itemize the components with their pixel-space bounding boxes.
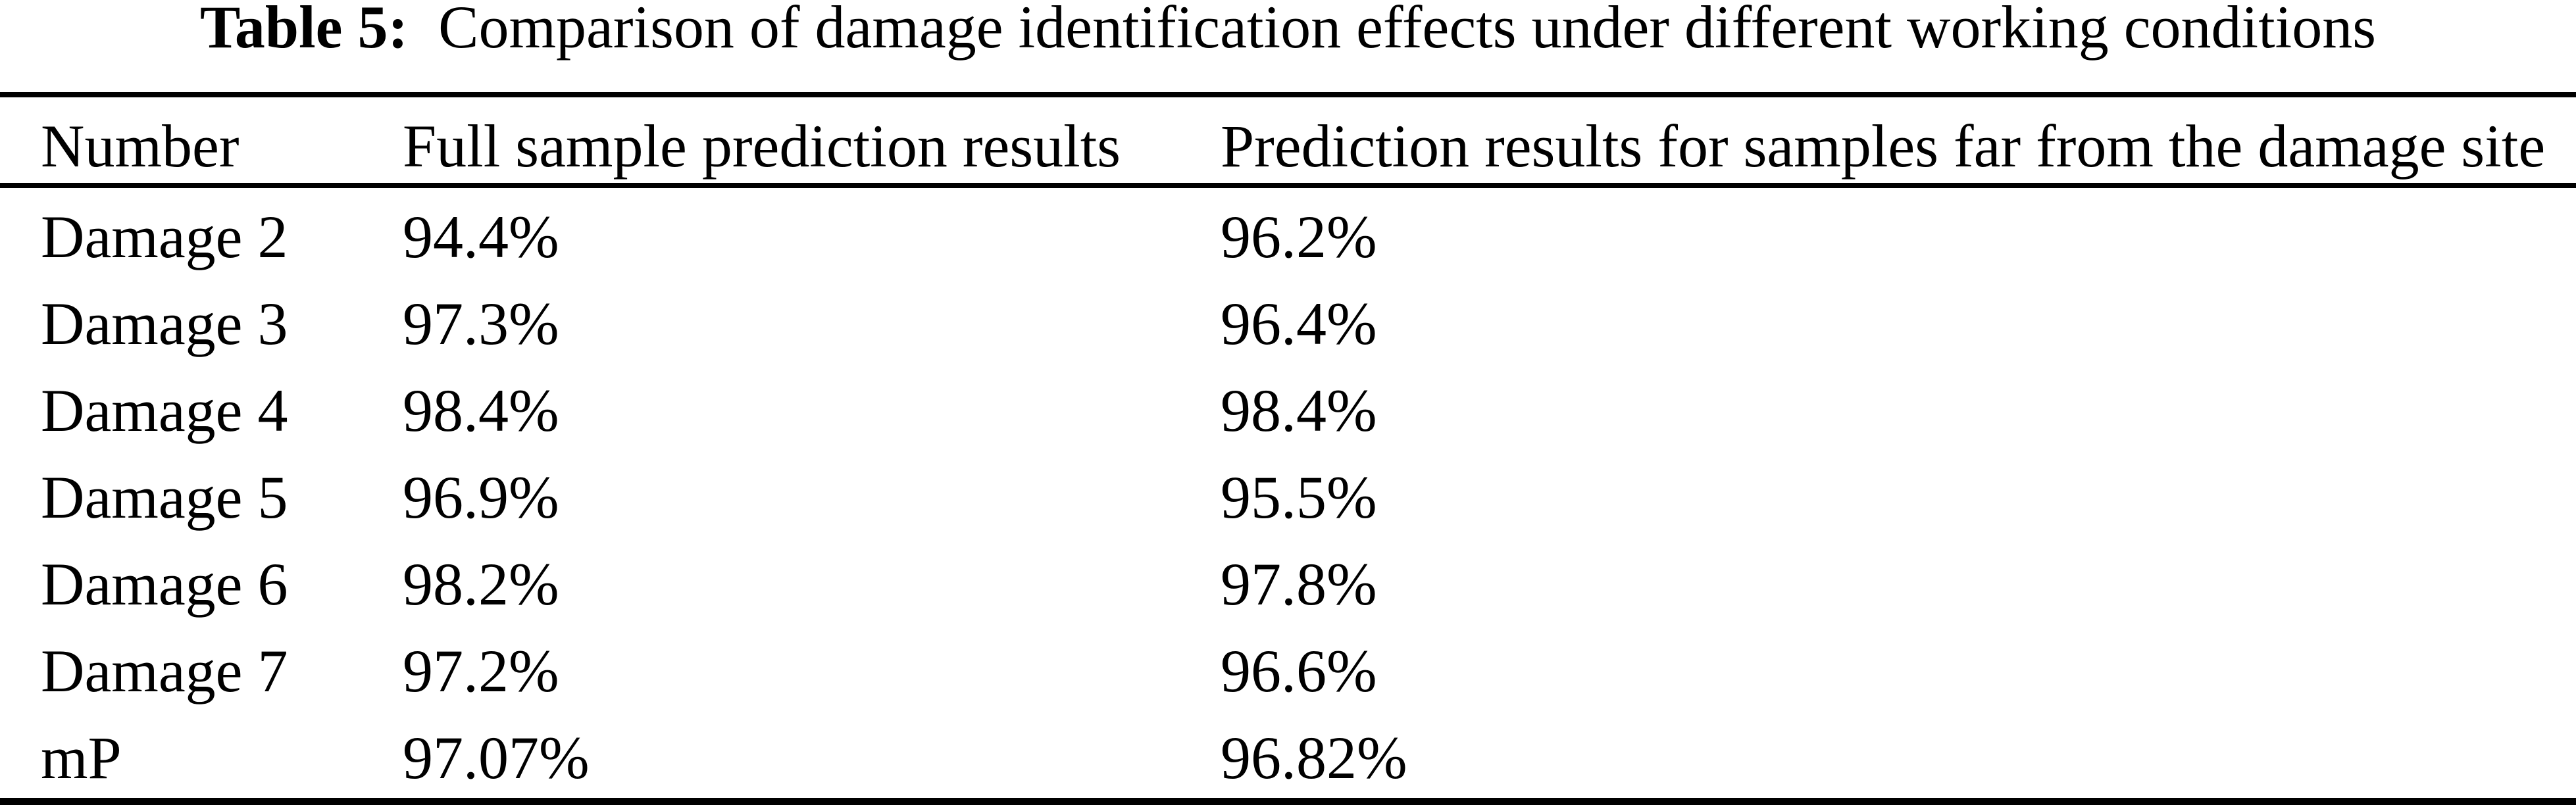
table-row: Damage 2 94.4% 96.2% (0, 207, 2576, 293)
table-row: Damage 4 98.4% 98.4% (0, 380, 2576, 467)
full-sample-cell: 97.3% (403, 290, 559, 357)
bottom-rule (0, 798, 2576, 805)
far-samples-cell: 96.82% (1221, 724, 1407, 791)
row-number-cell: Damage 7 (41, 637, 288, 704)
table-row: Damage 5 96.9% 95.5% (0, 467, 2576, 554)
row-number-cell: Damage 6 (41, 551, 288, 618)
far-samples-cell: 96.4% (1221, 290, 1377, 357)
full-sample-cell: 96.9% (403, 464, 559, 531)
header-row: Number Full sample prediction results Pr… (0, 116, 2576, 203)
full-sample-cell: 97.2% (403, 637, 559, 704)
full-sample-cell: 98.4% (403, 377, 559, 444)
caption-text: Comparison of damage identification effe… (438, 0, 2377, 61)
far-samples-cell: 98.4% (1221, 377, 1377, 444)
table-row: Damage 6 98.2% 97.8% (0, 554, 2576, 641)
full-sample-cell: 97.07% (403, 724, 590, 791)
far-samples-cell: 95.5% (1221, 464, 1377, 531)
full-sample-cell: 94.4% (403, 203, 559, 270)
far-samples-cell: 97.8% (1221, 551, 1377, 618)
table-row: Damage 3 97.3% 96.4% (0, 293, 2576, 380)
table-row: mP 97.07% 96.82% (0, 727, 2576, 811)
far-samples-cell: 96.6% (1221, 637, 1377, 704)
row-number-cell: mP (41, 724, 122, 791)
table-row: Damage 7 97.2% 96.6% (0, 641, 2576, 727)
full-sample-cell: 98.2% (403, 551, 559, 618)
table-caption: Table 5: Comparison of damage identificat… (0, 0, 2576, 57)
header-rule (0, 183, 2576, 188)
top-rule (0, 92, 2576, 97)
row-number-cell: Damage 3 (41, 290, 288, 357)
row-number-cell: Damage 4 (41, 377, 288, 444)
row-number-cell: Damage 2 (41, 203, 288, 270)
far-samples-cell: 96.2% (1221, 203, 1377, 270)
caption-label: Table 5: (199, 0, 409, 61)
column-header-full-sample: Full sample prediction results (403, 112, 1121, 180)
column-header-number: Number (41, 112, 240, 180)
row-number-cell: Damage 5 (41, 464, 288, 531)
column-header-far-samples: Prediction results for samples far from … (1221, 112, 2546, 180)
